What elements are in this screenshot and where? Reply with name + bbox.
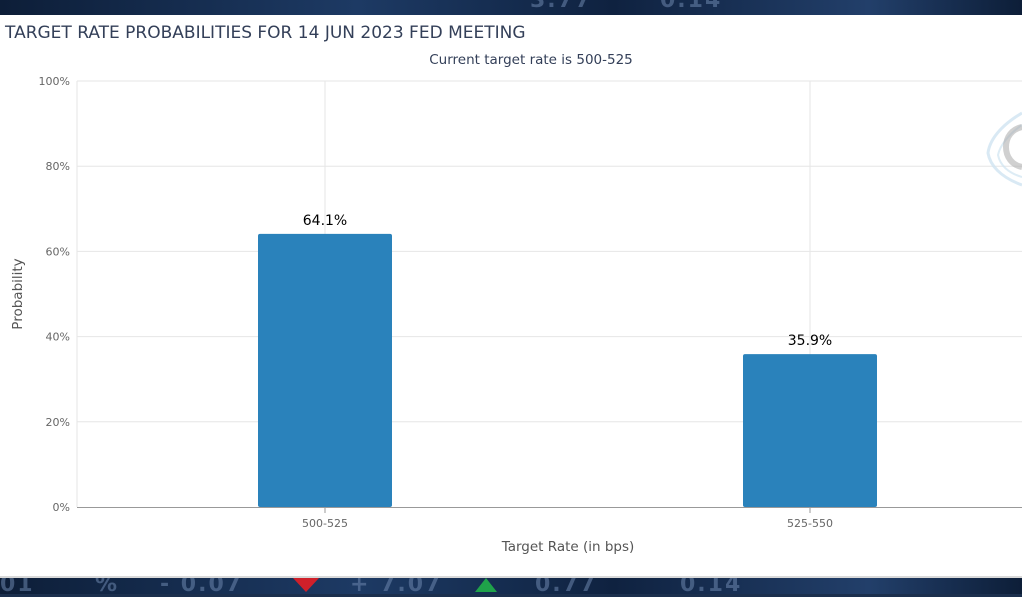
y-tick-label: 0% [53,501,70,514]
y-tick-label: 20% [46,416,70,429]
up-arrow-icon [475,578,497,592]
bar-525-550 [743,354,877,507]
data-label: 35.9% [788,333,832,349]
background-ticker-glyph: 0.14 [660,0,723,13]
x-tick-label: 500-525 [302,517,348,530]
down-arrow-icon [293,578,319,592]
chart-title: TARGET RATE PROBABILITIES FOR 14 JUN 202… [4,23,526,43]
watermark-logo [986,111,1022,187]
bar-chart: 0% 20% 40% 60% 80% 100% 64.1% 500-525 35.9% 525-5… [4,23,1022,555]
background-ticker-glyph: 3.77 [530,0,593,13]
bar-500-525 [258,233,392,507]
grid-layer [76,80,1022,513]
background-ticker-bottom: 01 % - 0.07 + 7.07 0.77 0.14 [0,572,1022,597]
x-tick-label: 525-550 [787,517,833,530]
y-tick-label: 60% [46,245,70,258]
chart-subtitle: Current target rate is 500-525 [429,52,633,68]
y-axis-title: Probability [10,258,26,329]
chart-panel: 0% 20% 40% 60% 80% 100% 64.1% 500-525 35.9% 525-5… [0,15,1022,578]
background-ticker-top: 3.77 0.14 [0,0,1022,15]
data-label: 64.1% [303,213,347,229]
bars-layer [258,233,877,507]
y-tick-label: 80% [46,160,70,173]
labels-layer: 0% 20% 40% 60% 80% 100% 64.1% 500-525 35.9% 525-5… [39,75,833,530]
y-tick-label: 40% [46,331,70,344]
x-axis-title: Target Rate (in bps) [501,539,635,555]
background-ticker-glyph: % [95,572,120,597]
y-tick-label: 100% [39,75,70,88]
